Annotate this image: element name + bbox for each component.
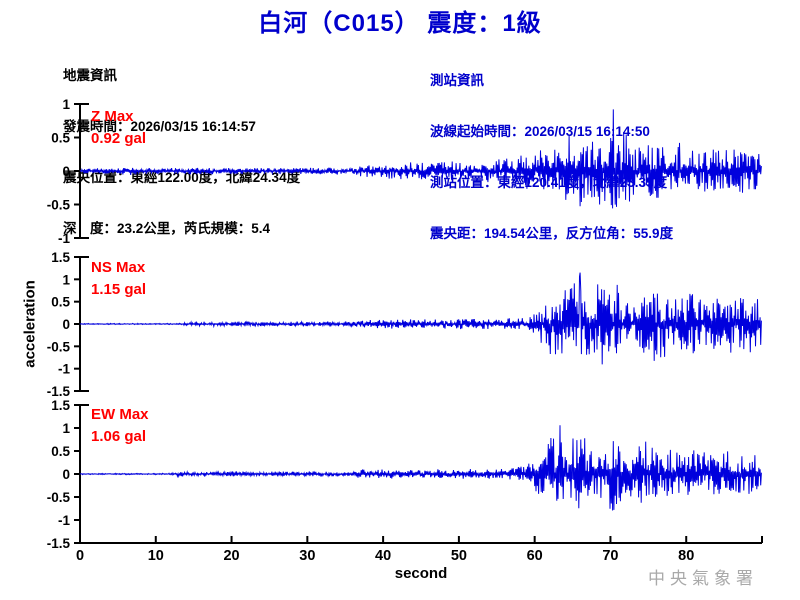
ns-max-label: NS Max 1.15 gal: [91, 257, 146, 301]
waveform-NS: [79, 272, 762, 365]
z-max-title: Z Max: [91, 108, 134, 125]
quake-origin-time: 發震時間：2026/03/15 16:14:57: [63, 119, 256, 134]
x-axis-title: second: [394, 565, 448, 582]
x-tick-label: 50: [451, 548, 467, 564]
agency-watermark: 中央氣象署: [648, 569, 758, 588]
y-tick-label: -1: [58, 513, 70, 528]
waveform-EW: [79, 425, 762, 511]
y-tick-label: 0.5: [51, 131, 70, 146]
y-tick-label: 0.5: [51, 295, 70, 310]
z-max-label: Z Max 0.92 gal: [91, 106, 146, 150]
ns-max-value: 1.15 gal: [91, 281, 147, 298]
y-tick-label: 1: [62, 272, 70, 287]
quake-info-heading: 地震資訊: [63, 68, 117, 83]
x-tick-label: 40: [375, 548, 391, 564]
panel-Z: 1 0.5 0 -0.5 -1: [47, 97, 762, 246]
station-distance-azimuth: 震央距：194.54公里，反方位角：55.9度: [430, 226, 674, 241]
y-tick-label: 1.5: [51, 250, 70, 265]
y-tick-label: -1.5: [47, 384, 71, 399]
y-tick-label: 0: [62, 317, 70, 332]
x-tick-label: 0: [76, 548, 84, 564]
page-title: 白河（C015） 震度：1級: [258, 10, 542, 37]
y-tick-label: -1: [58, 231, 70, 246]
ns-max-title: NS Max: [91, 259, 146, 276]
ew-max-label: EW Max 1.06 gal: [91, 404, 149, 448]
x-tick-label: 80: [678, 548, 694, 564]
y-tick-label: 0: [62, 164, 70, 179]
station-info-heading: 測站資訊: [430, 73, 484, 88]
y-tick-label: -0.5: [47, 339, 71, 354]
x-tick-label: 70: [602, 548, 618, 564]
ew-max-value: 1.06 gal: [91, 428, 147, 445]
waveform-Z: [79, 109, 762, 209]
y-tick-label: 1.5: [51, 398, 70, 413]
z-max-value: 0.92 gal: [91, 130, 147, 147]
panel-NS: 1.5 1 0.5 0 -0.5 -1 -1.5: [47, 250, 762, 399]
x-tick-label: 10: [148, 548, 164, 564]
y-tick-label: 0.5: [51, 444, 70, 459]
y-tick-label: -1: [58, 362, 70, 377]
x-tick-label: 20: [223, 548, 239, 564]
y-tick-label: -1.5: [47, 536, 71, 551]
x-tick-label: 30: [299, 548, 315, 564]
panel-EW: 1.5 1 0.5 0 -0.5 -1 -1.5: [47, 398, 762, 551]
y-tick-label: -0.5: [47, 198, 71, 213]
y-tick-label: -0.5: [47, 490, 71, 505]
quake-depth-magnitude: 深 度：23.2公里，芮氏規模：5.4: [63, 221, 271, 236]
x-tick-label: 60: [527, 548, 543, 564]
y-tick-label: 1: [62, 97, 70, 112]
station-info-block: 測站資訊 波線起始時間：2026/03/15 16:14:50 測站位置：東經1…: [430, 38, 673, 276]
station-wave-start-time: 波線起始時間：2026/03/15 16:14:50: [430, 124, 650, 139]
y-tick-label: 1: [62, 421, 70, 436]
ew-max-title: EW Max: [91, 406, 149, 423]
y-tick-label: 0: [62, 467, 70, 482]
